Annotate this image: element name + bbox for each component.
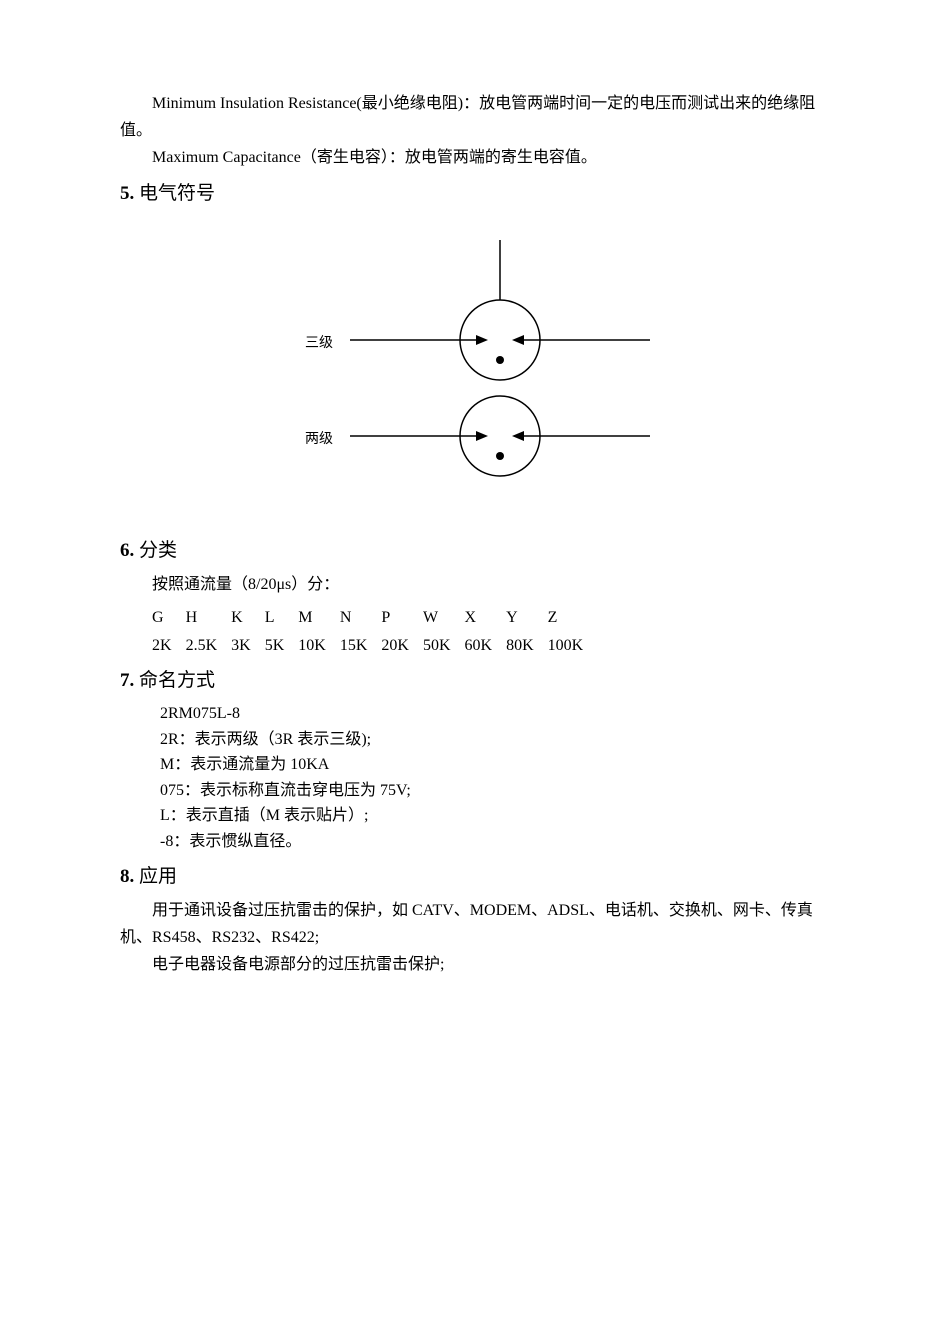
diagram-label-three-level: 三级 — [305, 332, 333, 356]
table-value-cell: 15K — [340, 632, 382, 659]
intro-paragraph-2: Maximum Capacitance（寄生电容）：放电管两端的寄生电容值。 — [120, 144, 825, 171]
list-item: L：表示直插（M 表示贴片）; — [160, 803, 825, 829]
table-header-cell: L — [265, 604, 299, 631]
table-value-cell: 2K — [152, 632, 186, 659]
table-value-cell: 5K — [265, 632, 299, 659]
table-value-cell: 20K — [381, 632, 423, 659]
table-header-cell: P — [381, 604, 423, 631]
table-header-cell: H — [186, 604, 232, 631]
section-8-title: 应用 — [139, 866, 177, 887]
table-value-cell: 10K — [298, 632, 340, 659]
section-6-title: 分类 — [139, 540, 177, 561]
section-5-title: 电气符号 — [139, 183, 215, 204]
list-item: 2RM075L-8 — [160, 701, 825, 727]
flow-rating-table: GHKLMNPWXYZ 2K2.5K3K5K10K15K20K50K60K80K… — [152, 604, 597, 658]
table-header-cell: Y — [506, 604, 548, 631]
intro-paragraph-1: Minimum Insulation Resistance(最小绝缘电阻)：放电… — [120, 90, 825, 144]
list-item: -8：表示惯纵直径。 — [160, 829, 825, 855]
naming-convention-list: 2RM075L-82R：表示两级（3R 表示三级);M：表示通流量为 10KA0… — [160, 701, 825, 855]
table-header-cell: W — [423, 604, 465, 631]
section-7-num: 7. — [120, 670, 134, 691]
list-item: 075：表示标称直流击穿电压为 75V; — [160, 778, 825, 804]
section-8-paragraph-2: 电子电器设备电源部分的过压抗雷击保护; — [120, 951, 825, 978]
table-header-cell: X — [465, 604, 507, 631]
section-8-heading: 8. 应用 — [120, 861, 825, 893]
section-6-num: 6. — [120, 540, 134, 561]
table-header-cell: N — [340, 604, 382, 631]
table-header-cell: K — [231, 604, 265, 631]
table-header-cell: M — [298, 604, 340, 631]
section-7-heading: 7. 命名方式 — [120, 665, 825, 697]
section-8-paragraph-1: 用于通讯设备过压抗雷击的保护，如 CATV、MODEM、ADSL、电话机、交换机… — [120, 897, 825, 951]
section-6-heading: 6. 分类 — [120, 535, 825, 567]
table-value-cell: 100K — [548, 632, 598, 659]
gdt-symbol-svg — [200, 240, 700, 520]
electrical-symbol-diagram: 三级 两级 — [200, 240, 700, 520]
list-item: 2R：表示两级（3R 表示三级); — [160, 727, 825, 753]
table-value-cell: 50K — [423, 632, 465, 659]
section-6-intro: 按照通流量（8/20μs）分： — [152, 571, 825, 598]
diagram-label-two-level: 两级 — [305, 428, 333, 452]
table-header-cell: Z — [548, 604, 598, 631]
table-value-cell: 3K — [231, 632, 265, 659]
section-8-num: 8. — [120, 866, 134, 887]
section-7-title: 命名方式 — [139, 670, 215, 691]
list-item: M：表示通流量为 10KA — [160, 752, 825, 778]
table-header-cell: G — [152, 604, 186, 631]
table-value-cell: 80K — [506, 632, 548, 659]
table-row: GHKLMNPWXYZ — [152, 604, 597, 631]
table-value-cell: 60K — [465, 632, 507, 659]
section-5-num: 5. — [120, 183, 134, 204]
table-row: 2K2.5K3K5K10K15K20K50K60K80K100K — [152, 632, 597, 659]
section-5-heading: 5. 电气符号 — [120, 178, 825, 210]
table-value-cell: 2.5K — [186, 632, 232, 659]
